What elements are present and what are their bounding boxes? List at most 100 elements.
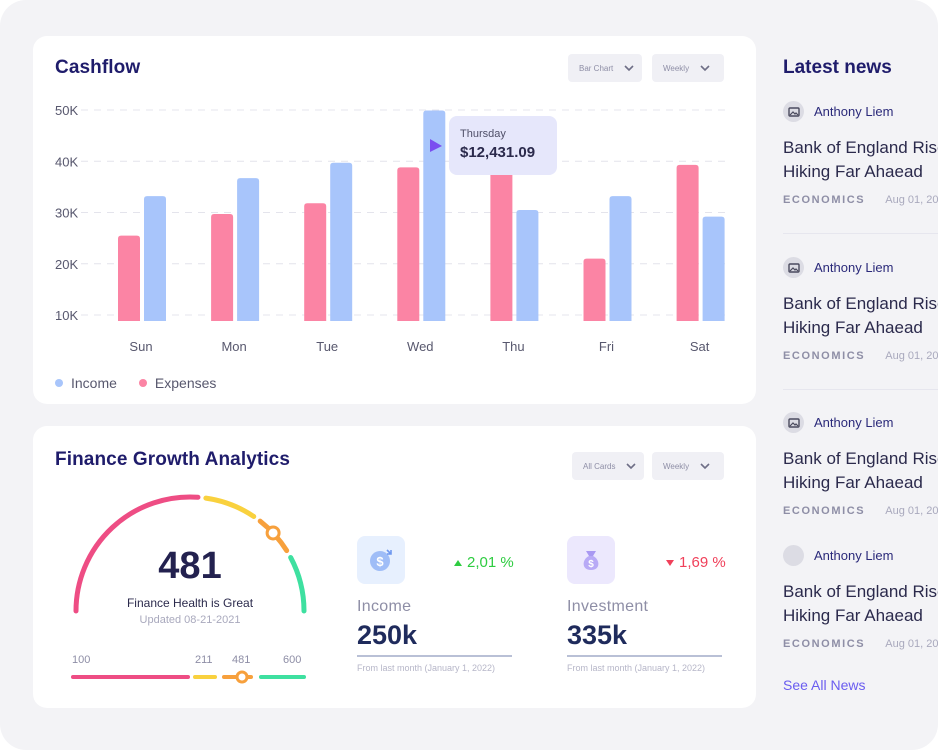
cashflow-card: Cashflow Bar Chart Weekly 10K 20K 30K 40K 50…: [33, 36, 756, 404]
y-tick-label: 20K: [55, 257, 78, 272]
income-bar-sun[interactable]: [144, 196, 166, 321]
news-item[interactable]: Anthony Liem Bank of England Rise Hiking…: [783, 257, 938, 363]
news-category: ECONOMICS: [783, 194, 866, 206]
expenses-bar-tue[interactable]: [304, 203, 327, 321]
income-change-value: 2,01 %: [467, 554, 514, 571]
chevron-down-icon: [624, 65, 634, 72]
author-name[interactable]: Anthony Liem: [814, 415, 894, 430]
cards-dropdown[interactable]: All Cards: [572, 452, 644, 480]
gauge-indicator: [265, 525, 281, 541]
headline-line-2: Hiking Far Ahaead: [783, 473, 923, 492]
income-bar-wed[interactable]: [423, 110, 446, 321]
health-gauge: [73, 494, 307, 614]
news-date: Aug 01, 2022: [885, 350, 938, 362]
income-value: 250k: [357, 620, 418, 650]
x-tick-label: Mon: [221, 339, 246, 354]
author-name[interactable]: Anthony Liem: [814, 260, 894, 275]
income-label: Income: [357, 598, 412, 615]
headline-line-1: Bank of England Rise: [783, 449, 938, 468]
news-title: Latest news: [783, 57, 892, 78]
y-tick-label: 10K: [55, 308, 78, 323]
legend-income-label: Income: [71, 375, 117, 391]
author-row: Anthony Liem: [783, 257, 938, 278]
svg-text:$: $: [588, 559, 594, 570]
headline-line-2: Hiking Far Ahaead: [783, 318, 923, 337]
income-change: 2,01 %: [454, 554, 514, 571]
investment-divider: [567, 655, 722, 657]
investment-change-value: 1,69 %: [679, 554, 726, 571]
finance-period-dropdown[interactable]: Weekly: [652, 452, 724, 480]
legend-expenses-dot: [138, 379, 147, 387]
news-meta: ECONOMICS Aug 01, 2022: [783, 637, 938, 651]
headline-line-2: Hiking Far Ahaead: [783, 162, 923, 181]
chart-type-dropdown[interactable]: Bar Chart: [568, 54, 642, 82]
news-meta: ECONOMICS Aug 01, 2022: [783, 504, 938, 518]
legend-income: Income: [55, 375, 117, 391]
x-tick-label: Wed: [407, 339, 434, 354]
author-name[interactable]: Anthony Liem: [814, 104, 894, 119]
news-category: ECONOMICS: [783, 638, 866, 650]
cashflow-period-dropdown[interactable]: Weekly: [652, 54, 724, 82]
news-headline[interactable]: Bank of England Rise Hiking Far Ahaead: [783, 580, 938, 628]
x-tick-label: Sun: [129, 339, 152, 354]
income-bar-fri[interactable]: [609, 196, 632, 321]
gauge-segment-fair: [203, 495, 257, 519]
news-headline[interactable]: Bank of England Rise Hiking Far Ahaead: [783, 136, 938, 184]
image-placeholder-icon: [783, 101, 804, 122]
author-name[interactable]: Anthony Liem: [814, 548, 894, 563]
expenses-bar-wed[interactable]: [397, 167, 420, 321]
investment-label: Investment: [567, 598, 649, 615]
x-tick-label: Fri: [599, 339, 614, 354]
cashflow-chart: 10K 20K 30K 40K 50K Sun Mon Tue Wed Thu Fri Sat: [55, 103, 728, 354]
expenses-bar-thu[interactable]: [490, 169, 513, 321]
headline-line-1: Bank of England Rise: [783, 294, 938, 313]
headline-line-1: Bank of England Rise: [783, 138, 938, 157]
image-placeholder-icon: [783, 257, 804, 278]
see-all-news-link[interactable]: See All News: [783, 677, 866, 693]
news-headline[interactable]: Bank of England Rise Hiking Far Ahaead: [783, 292, 938, 340]
news-item[interactable]: Anthony Liem Bank of England Rise Hiking…: [783, 101, 938, 207]
legend-expenses: Expenses: [138, 375, 217, 391]
cards-label: All Cards: [583, 461, 616, 471]
svg-text:$: $: [376, 554, 384, 569]
cursor-pointer-icon: [430, 139, 442, 152]
income-bar-sat[interactable]: [702, 216, 725, 321]
news-meta: ECONOMICS Aug 01, 2022: [783, 349, 938, 363]
legend-expenses-label: Expenses: [154, 375, 217, 391]
health-scale-bar: [71, 670, 306, 684]
gauge-segment-low: [73, 494, 201, 614]
income-note: From last month (January 1, 2022): [357, 663, 496, 673]
income-bar-tue[interactable]: [330, 162, 353, 321]
author-row: Anthony Liem: [783, 545, 938, 566]
investment-change: 1,69 %: [666, 554, 726, 571]
news-headline[interactable]: Bank of England Rise Hiking Far Ahaead: [783, 447, 938, 495]
chevron-down-icon: [700, 463, 710, 470]
x-tick-label: Thu: [502, 339, 524, 354]
expenses-bar-fri[interactable]: [583, 258, 606, 321]
chevron-down-icon: [700, 65, 710, 72]
arrow-down-icon: [666, 559, 674, 566]
y-tick-label: 40K: [55, 154, 78, 169]
expenses-bar-sun[interactable]: [118, 235, 140, 321]
income-divider: [357, 655, 512, 657]
news-date: Aug 01, 2022: [885, 194, 938, 206]
investment-value: 335k: [567, 620, 628, 650]
news-category: ECONOMICS: [783, 505, 866, 517]
image-placeholder-icon: [783, 412, 804, 433]
news-category: ECONOMICS: [783, 350, 866, 362]
news-item[interactable]: Anthony Liem Bank of England Rise Hiking…: [783, 412, 938, 518]
expenses-bar-mon[interactable]: [211, 214, 234, 321]
money-bag-icon: $: [567, 536, 615, 584]
finance-card: Finance Growth Analytics All Cards Weekl…: [33, 426, 756, 708]
legend-income-dot: [55, 379, 63, 387]
news-item[interactable]: Anthony Liem Bank of England Rise Hiking…: [783, 545, 938, 651]
income-bar-thu[interactable]: [516, 209, 539, 321]
income-bar-mon[interactable]: [237, 178, 260, 321]
expenses-bar-sat[interactable]: [676, 164, 699, 321]
avatar: [783, 545, 804, 566]
headline-line-2: Hiking Far Ahaead: [783, 606, 923, 625]
tooltip-day: Thursday: [460, 128, 506, 140]
news-divider: [783, 233, 938, 234]
news-meta: ECONOMICS Aug 01, 2022: [783, 193, 938, 207]
